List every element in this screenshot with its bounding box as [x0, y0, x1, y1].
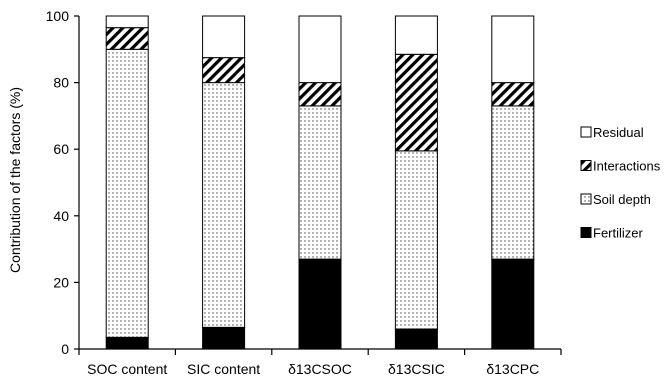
- y-axis: 0 20 40 60 80 100: [46, 8, 80, 357]
- bar-segment-residual: [105, 15, 149, 29]
- bar-segment-interactions: [491, 82, 535, 107]
- x-tick-label: δ13CSIC: [388, 361, 445, 377]
- y-tick-label: 80: [53, 75, 69, 91]
- bars: [105, 15, 535, 350]
- x-tick-label: δ13CSOC: [288, 361, 352, 377]
- legend-label-fertilizer: Fertilizer: [593, 226, 644, 241]
- bar-segment-fertilizer: [491, 258, 535, 350]
- legend-label-residual: Residual: [593, 125, 644, 140]
- legend-swatch-fertilizer: [580, 227, 592, 238]
- x-tick-label: δ13CPC: [486, 361, 539, 377]
- legend: Residual Interactions Soil depth Fertilizer: [580, 125, 661, 241]
- x-axis: SOC content SIC content δ13CSOC δ13CSIC δ13C…: [78, 348, 562, 377]
- legend-swatch-soil-depth: [580, 193, 592, 205]
- legend-label-soil-depth: Soil depth: [593, 192, 651, 207]
- legend-swatch-interactions: [580, 160, 592, 171]
- y-tick-label: 20: [53, 274, 69, 290]
- legend-swatch-residual: [580, 126, 592, 138]
- x-tick-label: SIC content: [187, 361, 260, 377]
- x-tick-label: SOC content: [87, 361, 167, 377]
- bar-segment-fertilizer: [298, 258, 342, 350]
- y-tick-label: 60: [53, 141, 69, 157]
- bar-segment-fertilizer: [394, 328, 438, 350]
- bar-segment-interactions: [202, 57, 246, 84]
- y-tick-label: 100: [46, 8, 70, 24]
- bar-segment-interactions: [298, 82, 342, 107]
- bar-segment-soil-depth: [202, 82, 246, 328]
- bar-segment-residual: [298, 15, 342, 84]
- bar-segment-soil-depth: [105, 48, 149, 338]
- bar-segment-interactions: [105, 27, 149, 50]
- y-tick-label: 40: [53, 208, 69, 224]
- y-tick-label: 0: [61, 341, 69, 357]
- bar-segment-fertilizer: [105, 336, 149, 350]
- bar-segment-soil-depth: [298, 105, 342, 260]
- bar-segment-residual: [394, 15, 438, 55]
- bar-segment-residual: [202, 15, 246, 59]
- bar-segment-residual: [491, 15, 535, 84]
- bar-segment-interactions: [394, 53, 438, 152]
- bar-segment-fertilizer: [202, 326, 246, 350]
- bar-segment-soil-depth: [394, 150, 438, 330]
- bar-segment-soil-depth: [491, 105, 535, 260]
- legend-label-interactions: Interactions: [593, 159, 661, 174]
- y-axis-title: Contribution of the factors (%): [7, 87, 23, 273]
